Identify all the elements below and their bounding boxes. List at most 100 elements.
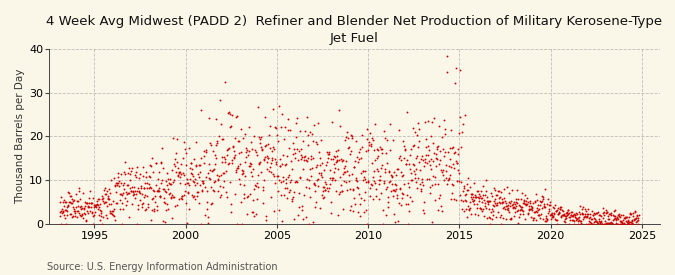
Point	[255, 134, 266, 139]
Point	[362, 222, 373, 226]
Point	[285, 128, 296, 133]
Point	[238, 192, 249, 197]
Point	[182, 191, 193, 196]
Point	[195, 182, 206, 187]
Point	[82, 211, 93, 216]
Point	[183, 181, 194, 186]
Point	[317, 188, 328, 193]
Point	[348, 196, 359, 201]
Point	[70, 211, 80, 215]
Point	[627, 211, 638, 215]
Point	[433, 208, 443, 213]
Point	[485, 191, 496, 195]
Point	[574, 209, 585, 214]
Point	[348, 187, 359, 191]
Point	[103, 197, 114, 202]
Point	[573, 219, 584, 223]
Point	[599, 222, 610, 226]
Point	[506, 199, 516, 203]
Point	[317, 175, 327, 179]
Point	[503, 208, 514, 212]
Point	[543, 210, 554, 215]
Point	[591, 222, 602, 226]
Point	[115, 207, 126, 211]
Point	[568, 218, 579, 223]
Point	[74, 211, 84, 215]
Point	[412, 154, 423, 158]
Point	[468, 195, 479, 199]
Point	[276, 219, 287, 223]
Point	[527, 200, 538, 205]
Point	[120, 160, 131, 164]
Point	[362, 148, 373, 152]
Point	[137, 205, 148, 209]
Point	[410, 167, 421, 171]
Point	[591, 211, 601, 216]
Point	[78, 206, 89, 210]
Point	[603, 221, 614, 226]
Point	[70, 208, 80, 213]
Point	[298, 158, 309, 162]
Point	[243, 194, 254, 199]
Point	[147, 188, 158, 192]
Point	[275, 193, 286, 197]
Point	[439, 132, 450, 136]
Point	[333, 191, 344, 196]
Point	[497, 200, 508, 204]
Point	[601, 211, 612, 215]
Point	[593, 210, 603, 214]
Point	[491, 202, 502, 207]
Point	[630, 210, 641, 214]
Point	[508, 205, 518, 210]
Point	[547, 213, 558, 217]
Point	[556, 214, 566, 218]
Point	[88, 205, 99, 209]
Point	[323, 186, 334, 191]
Point	[269, 156, 280, 161]
Point	[143, 202, 154, 207]
Point	[149, 208, 160, 213]
Point	[568, 222, 579, 226]
Point	[370, 158, 381, 162]
Point	[576, 211, 587, 215]
Point	[250, 183, 261, 187]
Point	[494, 196, 505, 200]
Point	[587, 222, 597, 226]
Point	[452, 161, 462, 166]
Point	[296, 157, 306, 162]
Point	[419, 210, 430, 215]
Point	[151, 189, 162, 193]
Point	[392, 167, 402, 171]
Point	[111, 201, 122, 205]
Point	[78, 191, 88, 195]
Point	[551, 222, 562, 226]
Point	[397, 195, 408, 200]
Point	[503, 203, 514, 207]
Point	[336, 159, 347, 163]
Point	[346, 204, 356, 208]
Point	[563, 212, 574, 216]
Point	[172, 203, 183, 207]
Point	[107, 213, 118, 217]
Point	[590, 219, 601, 224]
Point	[142, 193, 153, 198]
Point	[596, 222, 607, 226]
Point	[146, 185, 157, 190]
Point	[268, 107, 279, 111]
Point	[339, 166, 350, 170]
Point	[309, 189, 320, 193]
Point	[165, 195, 176, 199]
Point	[311, 140, 322, 144]
Point	[477, 207, 488, 211]
Point	[595, 213, 605, 218]
Point	[292, 147, 303, 151]
Point	[129, 185, 140, 189]
Point	[466, 212, 477, 216]
Point	[523, 207, 534, 211]
Point	[92, 197, 103, 202]
Point	[552, 218, 563, 222]
Point	[281, 154, 292, 158]
Point	[406, 147, 417, 151]
Point	[353, 160, 364, 164]
Point	[165, 181, 176, 186]
